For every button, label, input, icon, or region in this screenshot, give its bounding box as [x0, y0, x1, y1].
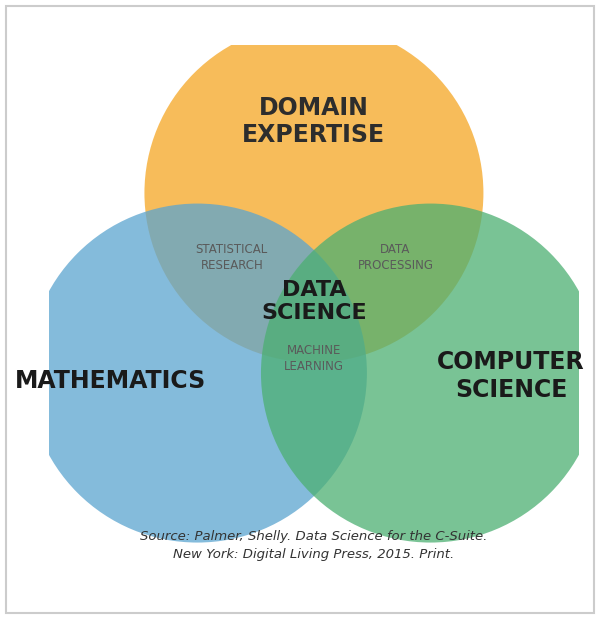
Text: DATA
SCIENCE: DATA SCIENCE — [261, 280, 367, 323]
Text: MACHINE
LEARNING: MACHINE LEARNING — [284, 344, 344, 373]
Circle shape — [28, 204, 367, 543]
Text: DOMAIN
EXPERTISE: DOMAIN EXPERTISE — [242, 95, 385, 147]
Text: MATHEMATICS: MATHEMATICS — [14, 369, 206, 393]
Circle shape — [145, 24, 484, 363]
Text: Source: Palmer, Shelly. Data Science for the C-Suite.
New York: Digital Living P: Source: Palmer, Shelly. Data Science for… — [140, 530, 488, 561]
Circle shape — [261, 204, 600, 543]
Text: COMPUTER
SCIENCE: COMPUTER SCIENCE — [437, 350, 585, 402]
Text: STATISTICAL
RESEARCH: STATISTICAL RESEARCH — [196, 243, 268, 272]
Text: DATA
PROCESSING: DATA PROCESSING — [358, 243, 433, 272]
